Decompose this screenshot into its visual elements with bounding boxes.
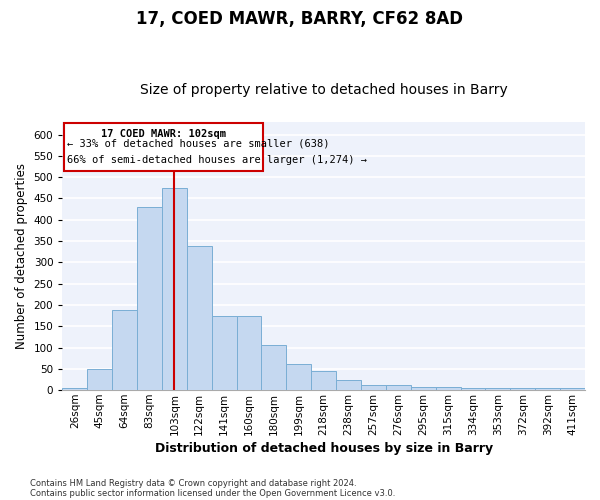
Text: 17, COED MAWR, BARRY, CF62 8AD: 17, COED MAWR, BARRY, CF62 8AD bbox=[137, 10, 464, 28]
Y-axis label: Number of detached properties: Number of detached properties bbox=[15, 163, 28, 349]
Bar bbox=[212, 316, 236, 390]
Title: Size of property relative to detached houses in Barry: Size of property relative to detached ho… bbox=[140, 83, 508, 97]
FancyBboxPatch shape bbox=[64, 122, 263, 171]
Bar bbox=[286, 364, 311, 390]
Bar bbox=[436, 386, 461, 390]
Bar bbox=[411, 386, 436, 390]
Text: 17 COED MAWR: 102sqm: 17 COED MAWR: 102sqm bbox=[101, 128, 226, 138]
Text: ← 33% of detached houses are smaller (638): ← 33% of detached houses are smaller (63… bbox=[67, 138, 330, 148]
Bar bbox=[560, 388, 585, 390]
Bar bbox=[361, 385, 386, 390]
Text: 66% of semi-detached houses are larger (1,274) →: 66% of semi-detached houses are larger (… bbox=[67, 155, 367, 165]
Bar bbox=[112, 310, 137, 390]
Bar bbox=[62, 388, 87, 390]
Bar bbox=[461, 388, 485, 390]
Bar bbox=[535, 388, 560, 390]
Bar bbox=[386, 385, 411, 390]
Bar bbox=[336, 380, 361, 390]
Bar bbox=[485, 388, 511, 390]
Bar bbox=[236, 316, 262, 390]
Bar bbox=[87, 369, 112, 390]
Bar bbox=[137, 207, 162, 390]
Text: Contains public sector information licensed under the Open Government Licence v3: Contains public sector information licen… bbox=[30, 488, 395, 498]
Bar bbox=[262, 344, 286, 390]
Bar bbox=[511, 388, 535, 390]
X-axis label: Distribution of detached houses by size in Barry: Distribution of detached houses by size … bbox=[155, 442, 493, 455]
Bar bbox=[187, 246, 212, 390]
Text: Contains HM Land Registry data © Crown copyright and database right 2024.: Contains HM Land Registry data © Crown c… bbox=[30, 478, 356, 488]
Bar bbox=[311, 371, 336, 390]
Bar bbox=[162, 188, 187, 390]
